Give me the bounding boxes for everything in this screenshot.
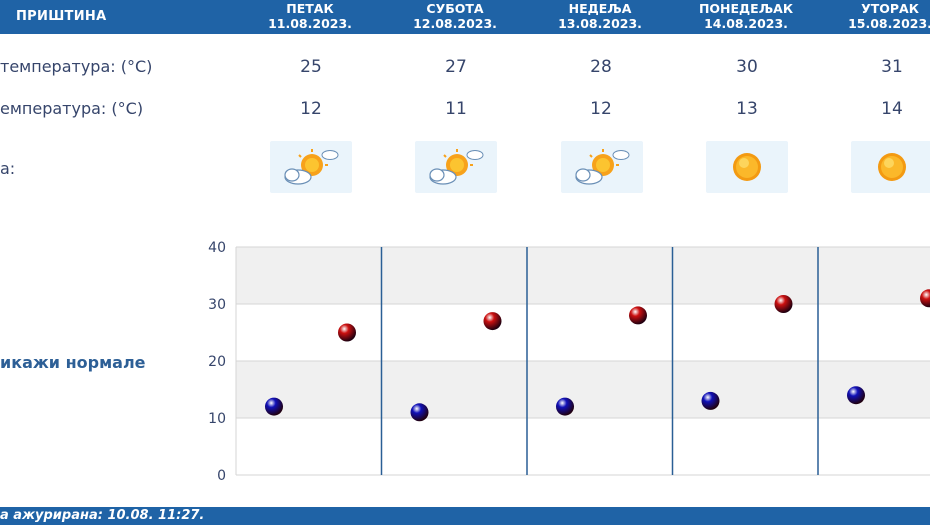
weather-label: а:	[0, 159, 16, 178]
max-temp-value: 25	[300, 57, 322, 77]
max-temp-value: 27	[445, 57, 467, 77]
y-tick-label: 40	[208, 240, 226, 256]
day-name: СУБОТА	[426, 1, 484, 16]
max-temp-point	[774, 295, 793, 313]
day-date: 15.08.2023.	[848, 16, 930, 31]
show-normals-link[interactable]: икажи нормале	[0, 353, 146, 372]
y-tick-label: 30	[208, 297, 226, 313]
max-temp-label: температура: (°C)	[0, 57, 153, 76]
day-name: НЕДЕЉА	[568, 1, 632, 16]
max-temp-value: 31	[881, 57, 903, 77]
day-date: 12.08.2023.	[413, 16, 497, 31]
day-name: УТОРАК	[861, 1, 919, 16]
max-temp-value: 28	[590, 57, 612, 77]
partly-cloudy-icon	[415, 141, 497, 193]
max-temp-point	[338, 323, 356, 342]
sun-icon	[706, 141, 788, 193]
day-header-3: НЕДЕЉА 13.08.2023.	[530, 1, 670, 31]
sun-icon	[851, 141, 930, 193]
max-temp-point	[920, 289, 930, 308]
partly-cloudy-icon	[270, 141, 352, 193]
min-temp-value: 12	[300, 99, 322, 119]
day-header-5: УТОРАК 15.08.2023.	[820, 1, 930, 31]
day-date: 14.08.2023.	[704, 16, 788, 31]
grid-band	[236, 361, 930, 418]
partly-cloudy-icon	[561, 141, 643, 193]
min-temp-point	[701, 391, 720, 410]
min-temp-value: 11	[445, 99, 467, 119]
max-temp-point	[483, 312, 502, 331]
min-temp-value: 13	[736, 99, 758, 119]
grid-band	[236, 418, 930, 475]
min-temp-point	[410, 403, 429, 422]
min-temp-point	[556, 397, 574, 416]
day-date: 13.08.2023.	[558, 16, 642, 31]
min-temp-point	[847, 386, 865, 405]
min-temp-point	[265, 397, 283, 416]
day-header-2: СУБОТА 12.08.2023.	[385, 1, 525, 31]
day-header-4: ПОНЕДЕЉАК 14.08.2023.	[676, 1, 816, 31]
grid-band	[236, 247, 930, 304]
y-tick-label: 0	[217, 468, 226, 484]
min-temp-value: 12	[590, 99, 612, 119]
min-temp-label: емпература: (°C)	[0, 99, 144, 118]
day-date: 11.08.2023.	[268, 16, 352, 31]
day-header-1: ПЕТАК 11.08.2023.	[240, 1, 380, 31]
min-temp-value: 14	[881, 99, 903, 119]
last-updated: а ажурирана: 10.08. 11:27.	[0, 508, 205, 523]
day-name: ПОНЕДЕЉАК	[698, 1, 794, 16]
max-temp-point	[629, 306, 647, 325]
day-name: ПЕТАК	[286, 1, 334, 16]
max-temp-value: 30	[736, 57, 758, 77]
forecast-header: ПРИШТИНА ПЕТАК 11.08.2023. СУБОТА 12.08.20…	[0, 0, 930, 34]
y-tick-label: 10	[208, 411, 226, 427]
footer-bar: а ажурирана: 10.08. 11:27.	[0, 507, 930, 525]
y-tick-label: 20	[208, 354, 226, 370]
city-name: ПРИШТИНА	[16, 9, 107, 24]
temperature-chart: 0 10 20 30 40	[208, 240, 930, 484]
